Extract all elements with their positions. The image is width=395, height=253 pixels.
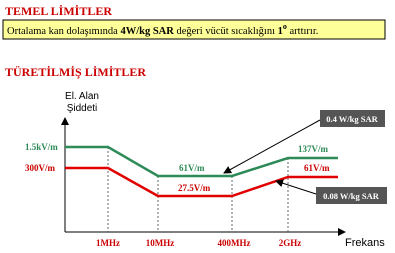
box-label: 0.08 W/kg SAR bbox=[323, 191, 380, 201]
x-tick: 400MHz bbox=[218, 238, 251, 248]
upper-box bbox=[320, 110, 385, 127]
text: değeri vücüt sıcaklığını bbox=[174, 26, 278, 37]
label: 61V/m bbox=[304, 163, 330, 173]
upper-limit-line bbox=[65, 145, 338, 178]
x-tick: 1MHz bbox=[96, 238, 120, 248]
arrow bbox=[275, 179, 317, 195]
x-ticks: 1MHz 10MHz 400MHz 2GHz bbox=[96, 238, 301, 248]
lower-limit-line bbox=[65, 166, 338, 198]
text: 1 bbox=[278, 26, 283, 37]
arrow bbox=[223, 119, 321, 174]
box-label: 0.4 W/kg SAR bbox=[326, 114, 378, 124]
text: Ortalama kan dolaşımında bbox=[7, 26, 120, 37]
label: 137V/m bbox=[298, 144, 329, 154]
x-tick: 2GHz bbox=[279, 238, 302, 248]
guides bbox=[107, 147, 289, 232]
label: 27.5V/m bbox=[178, 183, 211, 193]
y-label: El. Alan bbox=[65, 91, 99, 102]
label: 61V/m bbox=[179, 163, 205, 173]
lower-box bbox=[316, 187, 387, 204]
text: o bbox=[283, 22, 287, 31]
section-title: TÜRETİLMİŞ LİMİTLER bbox=[5, 65, 146, 79]
label: 1.5kV/m bbox=[25, 142, 58, 152]
diagram: El. Alan Şiddeti Frekans bbox=[61, 91, 385, 249]
statement: Ortalama kan dolaşımında 4W/kg SAR değer… bbox=[7, 22, 318, 37]
statement-box bbox=[2, 19, 386, 40]
label: 300V/m bbox=[25, 163, 56, 173]
title: TEMEL LİMİTLER bbox=[5, 4, 112, 18]
y-label: Şiddeti bbox=[67, 103, 98, 114]
x-label: Frekans bbox=[345, 237, 385, 249]
text: 4W/kg SAR bbox=[120, 26, 174, 37]
text: arttırır. bbox=[287, 26, 319, 37]
x-tick: 10MHz bbox=[146, 238, 175, 248]
